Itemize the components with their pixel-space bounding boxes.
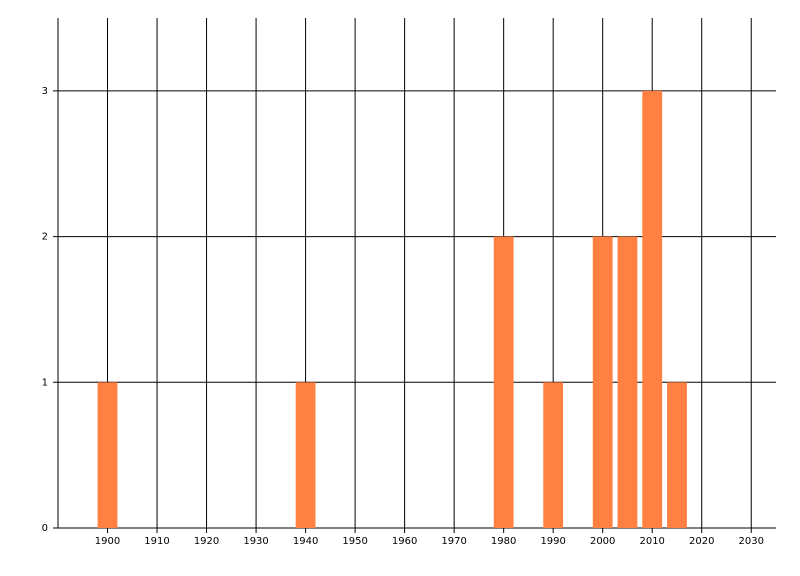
x-tick-label: 1950 (342, 536, 367, 547)
y-tick-label: 1 (42, 377, 48, 388)
y-tick-label: 0 (42, 523, 48, 534)
bar (295, 382, 316, 528)
y-tick-label: 3 (42, 86, 48, 97)
x-tick-label: 2000 (590, 536, 615, 547)
x-tick-label: 1960 (392, 536, 417, 547)
bar (97, 382, 118, 528)
x-tick-label: 1980 (491, 536, 516, 547)
x-tick-label: 1940 (293, 536, 318, 547)
bar (592, 236, 613, 529)
x-tick-label: 1920 (194, 536, 219, 547)
bar (617, 236, 638, 529)
x-tick-label: 1990 (540, 536, 565, 547)
bar (642, 90, 663, 528)
y-tick-label: 2 (42, 232, 48, 243)
x-tick-label: 2010 (639, 536, 664, 547)
x-tick-label: 2020 (689, 536, 714, 547)
x-tick-label: 1910 (144, 536, 169, 547)
x-tick-label: 1930 (243, 536, 268, 547)
x-tick-label: 1900 (95, 536, 120, 547)
bar (667, 382, 687, 528)
x-tick-label: 1970 (441, 536, 466, 547)
x-tick-label: 2030 (739, 536, 764, 547)
bar (493, 236, 514, 529)
bar (543, 382, 564, 528)
